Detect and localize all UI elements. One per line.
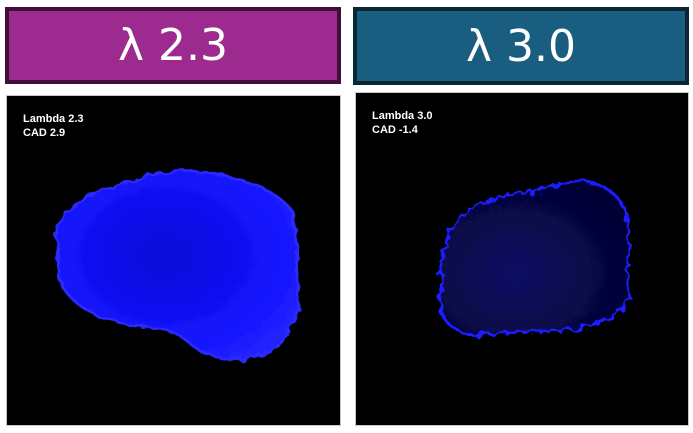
simulation-panel-lambda-2-3: Lambda 2.3 CAD 2.9	[6, 95, 341, 426]
cell-blob-image	[438, 180, 630, 337]
header-lambda-3-0: λ 3.0	[353, 7, 689, 85]
panel-label: Lambda 3.0 CAD -1.4	[372, 109, 433, 137]
lambda-label: Lambda 2.3	[23, 113, 84, 125]
cad-label: CAD -1.4	[372, 124, 418, 136]
cell-blob	[55, 169, 301, 361]
cell-blob	[438, 180, 630, 337]
header-text: λ 2.3	[118, 20, 228, 71]
simulation-panel-lambda-3-0: Lambda 3.0 CAD -1.4	[355, 92, 689, 426]
header-text: λ 3.0	[466, 20, 576, 72]
cad-label: CAD 2.9	[23, 127, 66, 139]
panel-label: Lambda 2.3 CAD 2.9	[23, 112, 84, 140]
cell-blob-image	[55, 169, 301, 361]
lambda-label: Lambda 3.0	[372, 110, 433, 122]
header-lambda-2-3: λ 2.3	[5, 7, 341, 84]
